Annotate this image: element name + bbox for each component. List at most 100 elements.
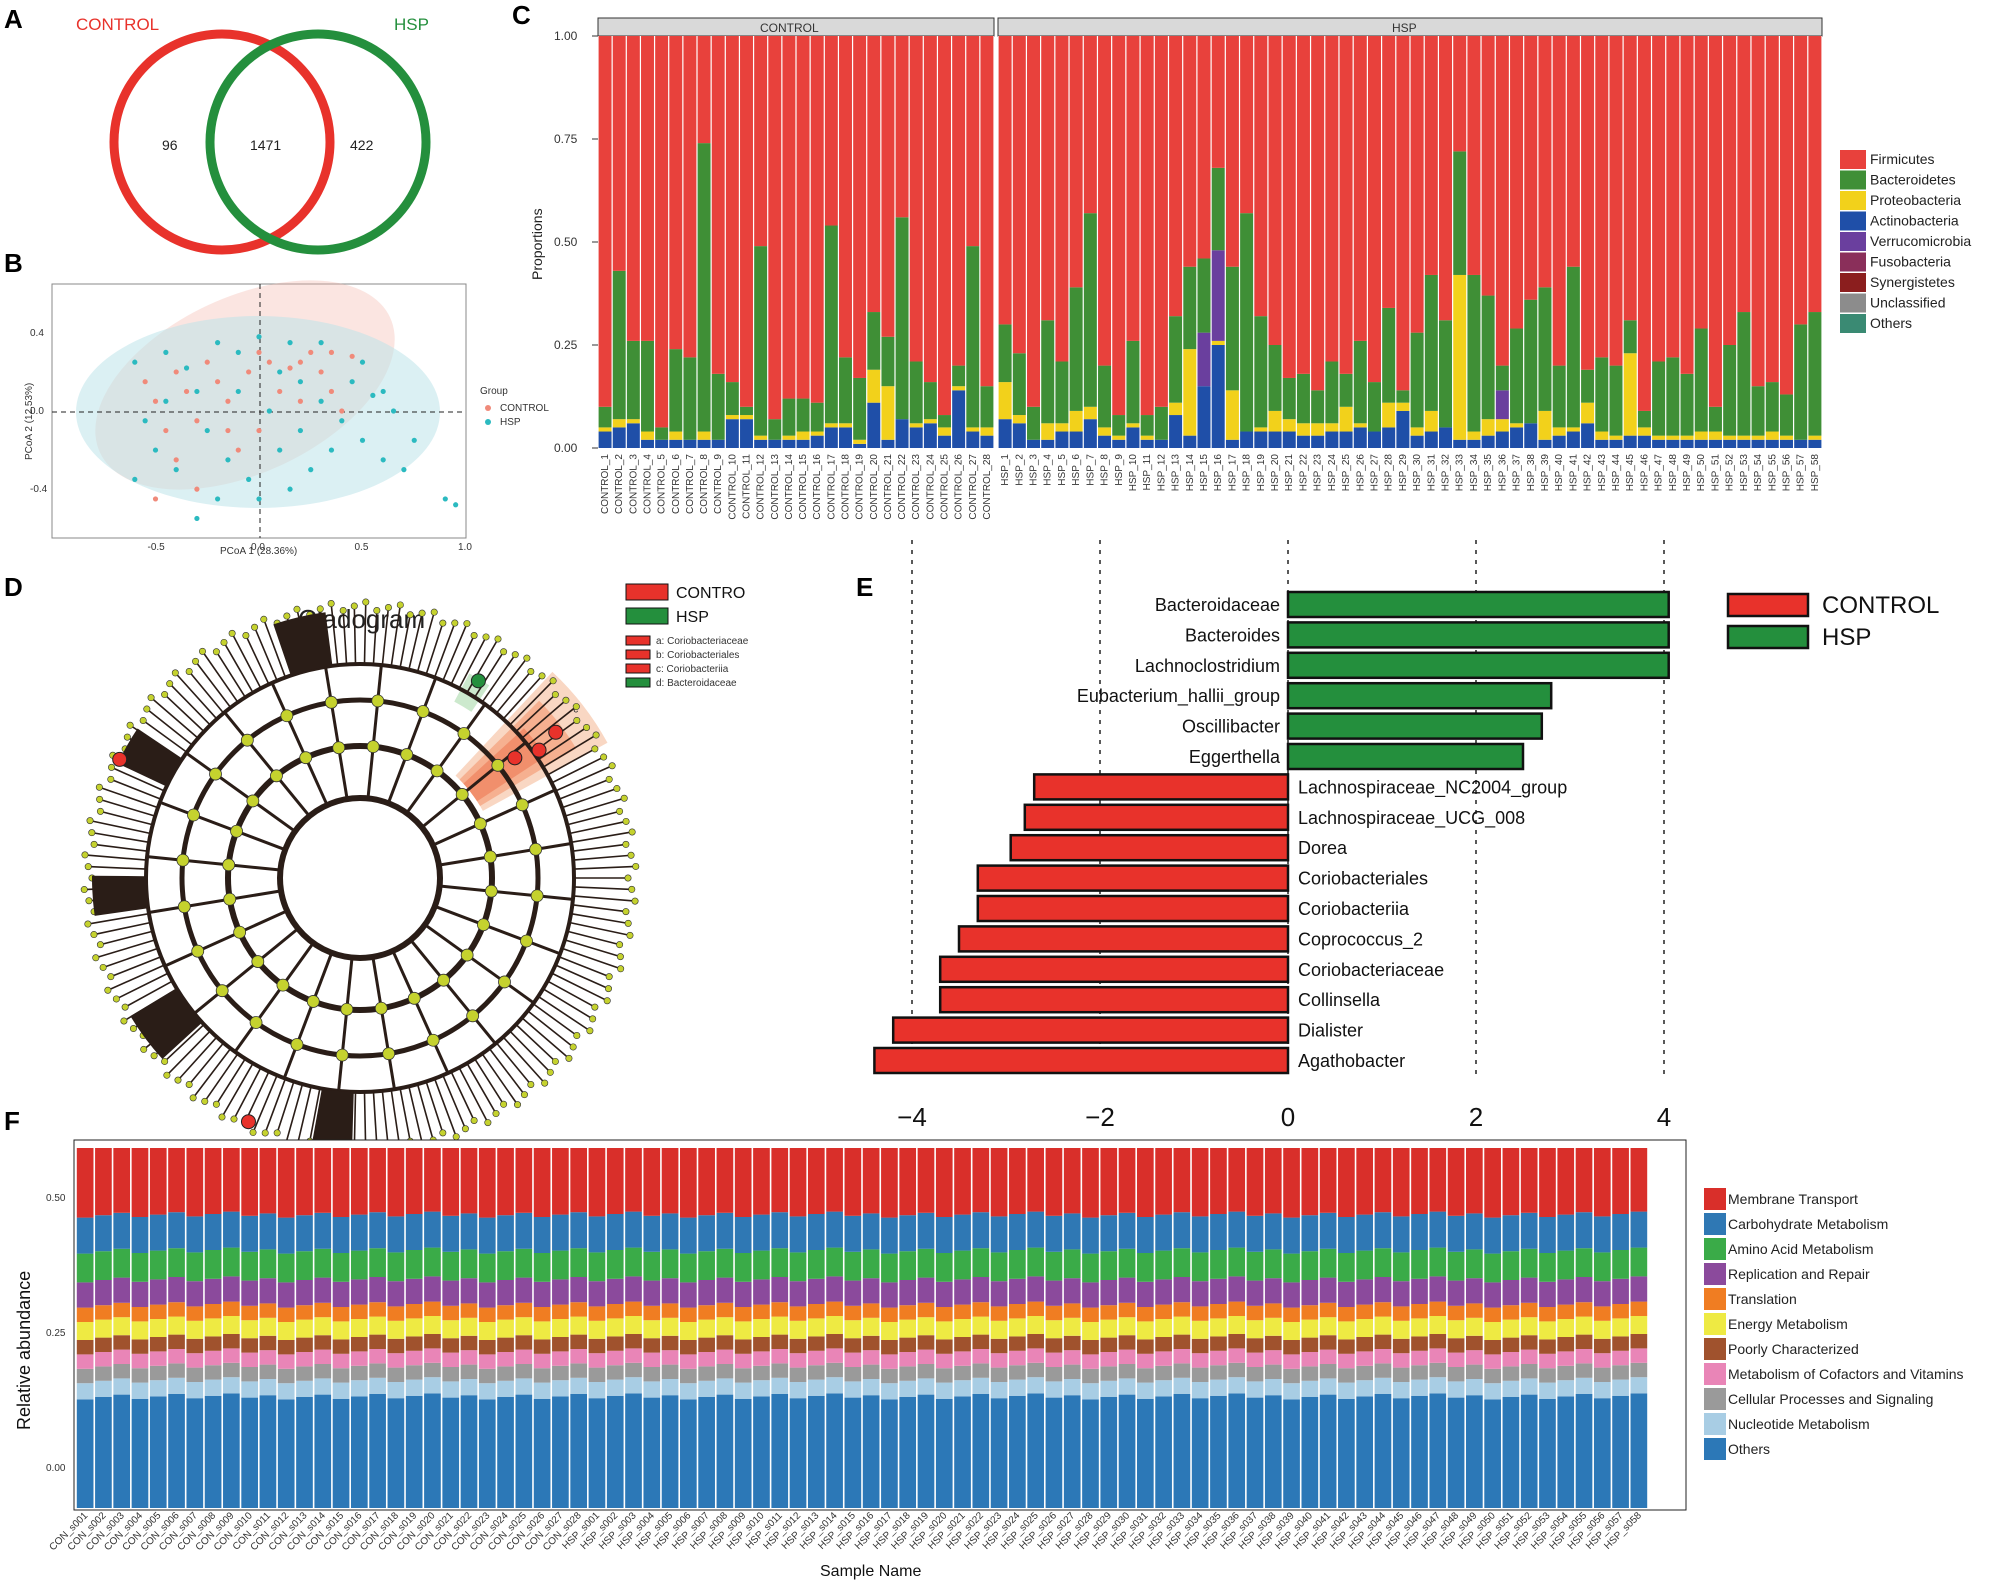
lefse-bar — [1286, 712, 1544, 740]
function-segment — [1246, 1251, 1264, 1281]
cladogram-leaf — [605, 973, 613, 981]
phylum-xtick: CONTROL_19 — [855, 454, 866, 520]
cladogram-node — [233, 925, 247, 939]
phylum-xtick: CONTROL_22 — [897, 454, 908, 520]
phylum-segment-firmicutes — [1467, 36, 1481, 275]
function-segment — [1612, 1395, 1629, 1508]
function-segment — [753, 1304, 770, 1319]
function-segment — [1228, 1247, 1246, 1277]
function-segment — [1063, 1395, 1081, 1508]
function-segment — [881, 1340, 898, 1355]
lefse-bar-label: Dialister — [1298, 1021, 1363, 1041]
function-segment — [1484, 1322, 1501, 1340]
function-legend-label: Metabolism of Cofactors and Vitamins — [1728, 1366, 1964, 1382]
function-segment — [1575, 1248, 1593, 1277]
phylum-segment-firmicutes — [1481, 36, 1495, 296]
function-segment — [954, 1148, 971, 1215]
cladogram-branch — [572, 843, 626, 852]
cladogram-branch — [466, 1062, 497, 1114]
function-segment — [113, 1317, 131, 1336]
function-segment — [259, 1335, 277, 1351]
function-segment — [552, 1250, 569, 1280]
phylum-segment-actinobacteria — [1467, 439, 1481, 448]
function-segment — [95, 1366, 112, 1381]
function-segment — [771, 1302, 789, 1317]
phylum-segment-proteobacteria — [1296, 423, 1310, 436]
pcoa-legend-title: Group — [480, 386, 508, 397]
function-segment — [680, 1322, 697, 1340]
function-segment — [223, 1247, 240, 1277]
phylum-segment-actinobacteria — [1339, 431, 1353, 448]
function-segment — [1009, 1379, 1026, 1396]
function-segment — [899, 1148, 917, 1216]
cladogram-leaf — [251, 623, 259, 631]
phylum-legend-swatch — [1840, 273, 1866, 292]
function-segment — [1210, 1350, 1227, 1366]
function-segment — [1191, 1398, 1209, 1508]
phylum-xtick: HSP_56 — [1781, 454, 1792, 492]
phylum-segment-firmicutes — [711, 36, 725, 374]
phylum-segment-actinobacteria — [1652, 439, 1666, 448]
function-segment — [954, 1279, 971, 1305]
function-segment — [935, 1339, 953, 1354]
phylum-segment-actinobacteria — [1069, 431, 1083, 448]
function-segment — [881, 1148, 898, 1218]
pcoa-point-hsp — [411, 437, 417, 443]
function-segment — [405, 1250, 423, 1279]
phylum-segment-bacteroidetes — [711, 373, 725, 440]
function-segment — [1557, 1214, 1575, 1251]
cladogram-leaf — [283, 612, 291, 620]
phylum-segment-actinobacteria — [1723, 439, 1737, 448]
function-segment — [990, 1148, 1008, 1217]
function-segment — [1338, 1307, 1355, 1322]
cladogram-leaf — [212, 648, 220, 656]
function-segment — [1228, 1148, 1246, 1212]
phylum-segment-firmicutes — [697, 36, 711, 144]
pcoa-point-control — [328, 349, 335, 355]
phylum-xtick: HSP_54 — [1753, 454, 1764, 492]
phylum-segment-firmicutes — [1666, 36, 1680, 358]
function-segment — [881, 1399, 898, 1508]
function-segment — [917, 1248, 935, 1278]
pcoa-point-hsp — [163, 398, 169, 404]
pcoa-point-control — [256, 349, 262, 355]
cladogram-branch — [564, 939, 621, 958]
function-segment — [1155, 1380, 1172, 1397]
cladogram-branch — [263, 619, 287, 678]
function-segment — [1356, 1304, 1374, 1319]
function-segment — [277, 1368, 295, 1384]
phylum-segment-firmicutes — [867, 36, 881, 313]
function-segment — [1082, 1354, 1099, 1369]
phylum-segment-bacteroidetes — [1609, 365, 1623, 436]
function-segment — [460, 1379, 478, 1396]
function-segment — [1447, 1381, 1465, 1398]
function-segment — [972, 1212, 990, 1249]
function-segment — [1484, 1148, 1501, 1218]
cladogram-leaf — [293, 605, 301, 613]
phylum-segment-firmicutes — [1708, 36, 1722, 407]
function-segment — [588, 1281, 606, 1307]
cladogram-branch — [188, 1042, 225, 1086]
function-segment — [1136, 1281, 1154, 1307]
function-segment — [424, 1377, 441, 1394]
function-segment — [131, 1148, 149, 1217]
function-segment — [350, 1148, 368, 1215]
cladogram-branch — [372, 1091, 378, 1146]
phylum-xtick: CONTROL_26 — [954, 454, 965, 520]
phylum-segment-proteobacteria — [1183, 349, 1197, 436]
function-segment — [1502, 1366, 1520, 1381]
function-segment — [954, 1380, 971, 1397]
phylum-segment-bacteroidetes — [1169, 316, 1183, 403]
function-segment — [1210, 1318, 1227, 1337]
pcoa-point-hsp — [215, 496, 221, 502]
function-segment — [533, 1398, 551, 1508]
function-segment — [1228, 1334, 1246, 1349]
function-segment — [1612, 1250, 1629, 1279]
function-legend-swatch — [1704, 1363, 1726, 1385]
cladogram-leaf — [603, 997, 611, 1005]
function-segment — [661, 1350, 679, 1365]
function-segment — [570, 1277, 588, 1303]
function-segment — [716, 1394, 734, 1508]
cladogram-branch — [570, 831, 633, 844]
phylum-segment-bacteroidetes — [923, 382, 937, 420]
